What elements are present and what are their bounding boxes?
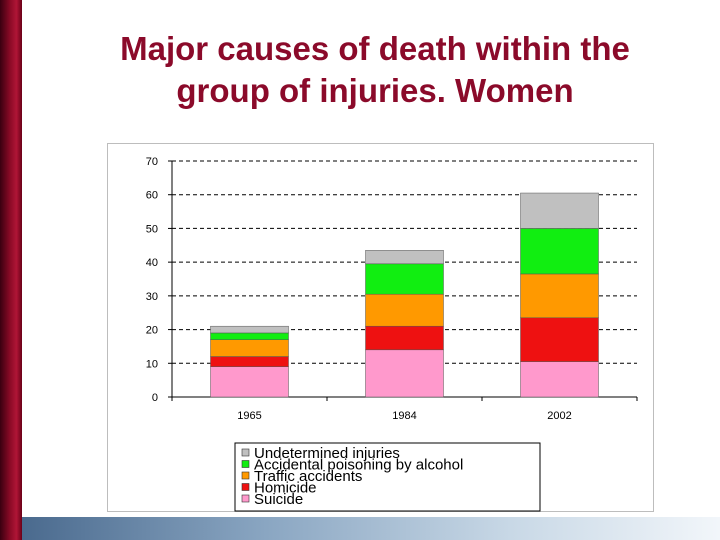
slide-title-line-2: group of injuries. Women — [176, 72, 574, 109]
legend-swatch — [241, 483, 250, 491]
legend-swatch — [241, 460, 250, 468]
slide-side-bar — [0, 0, 22, 540]
legend-swatch — [241, 471, 250, 480]
bar-segment-accidental-poisoning-by-alcohol-1984 — [365, 263, 444, 295]
slide-title-line-1: Major causes of death within the — [120, 30, 630, 67]
bar-segment-homicide-1984 — [365, 325, 444, 351]
bar-segment-undetermined-injuries-2002 — [520, 192, 599, 229]
bars — [210, 192, 599, 398]
y-tick-label: 0 — [152, 392, 158, 404]
bar-segment-homicide-1965 — [210, 356, 289, 367]
x-tick-label: 1984 — [392, 410, 416, 422]
y-tick-label: 70 — [146, 156, 158, 168]
bar-segment-homicide-2002 — [520, 317, 599, 362]
legend-label: Undetermined injuries — [254, 445, 400, 462]
y-tick-label: 30 — [146, 291, 158, 303]
legend-box — [234, 442, 541, 512]
y-tick-label: 10 — [146, 358, 158, 370]
y-tick-label: 60 — [146, 190, 158, 202]
y-tick-label: 40 — [146, 257, 158, 269]
legend-label: Homicide — [254, 480, 317, 497]
bar-segment-traffic-accidents-1965 — [210, 339, 289, 357]
slide-bottom-bar — [22, 517, 720, 540]
bar-segment-suicide-1965 — [210, 366, 289, 398]
bar-segment-traffic-accidents-1984 — [365, 293, 444, 327]
legend-label: Traffic accidents — [254, 468, 362, 485]
bar-segment-accidental-poisoning-by-alcohol-1965 — [210, 332, 289, 340]
y-tick-label: 50 — [146, 223, 158, 235]
legend-swatch — [241, 494, 250, 503]
legend-label: Accidental poisoning by alcohol — [254, 457, 463, 474]
bar-segment-accidental-poisoning-by-alcohol-2002 — [520, 228, 599, 275]
x-tick-label: 2002 — [547, 410, 571, 422]
bar-segment-traffic-accidents-2002 — [520, 273, 599, 319]
bar-segment-undetermined-injuries-1965 — [210, 325, 289, 334]
legend-label: Suicide — [254, 491, 303, 508]
x-tick-label: 1965 — [237, 410, 261, 422]
y-tick-label: 20 — [146, 325, 158, 337]
bar-segment-suicide-1984 — [365, 349, 444, 398]
slide-title: Major causes of death within the group o… — [40, 28, 710, 112]
legend-swatch — [241, 448, 250, 457]
bar-segment-undetermined-injuries-1984 — [365, 250, 444, 265]
bar-segment-suicide-2002 — [520, 361, 599, 398]
